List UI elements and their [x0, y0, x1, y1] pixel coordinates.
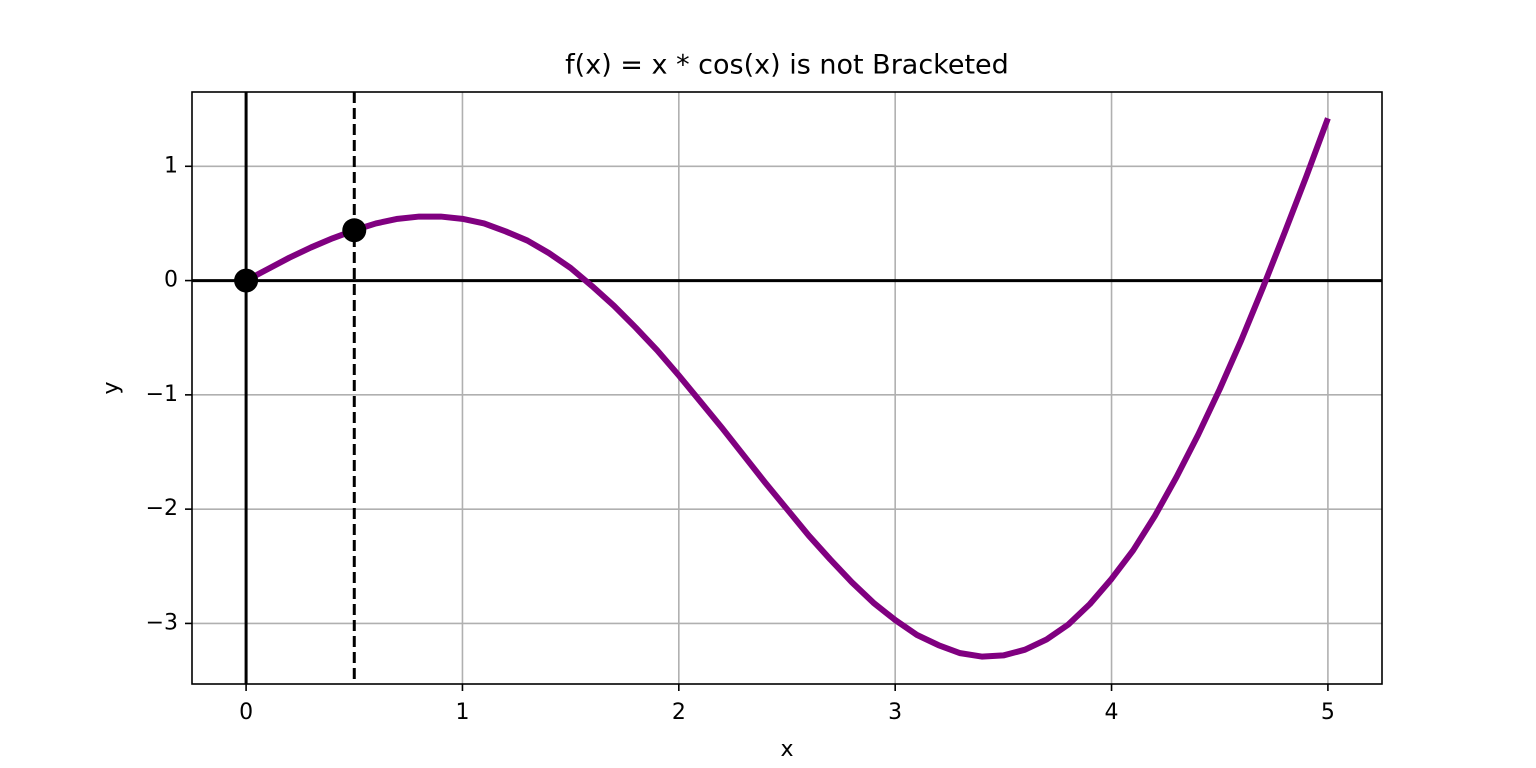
y-tick-label: −3: [146, 610, 178, 635]
data-point: [234, 268, 259, 293]
data-point: [342, 218, 367, 243]
x-tick-label: 4: [1105, 700, 1119, 725]
x-tick-label: 0: [239, 700, 253, 725]
x-tick-label: 2: [672, 700, 686, 725]
x-tick-label: 3: [888, 700, 902, 725]
chart-title: f(x) = x * cos(x) is not Bracketed: [565, 50, 1009, 81]
y-tick-label: −2: [146, 496, 178, 521]
y-tick-label: 1: [164, 153, 178, 178]
x-axis-label: x: [780, 737, 793, 762]
y-axis-label: y: [99, 381, 124, 394]
x-tick-label: 5: [1321, 700, 1335, 725]
plot-frame: [191, 91, 1383, 685]
y-tick-label: 0: [164, 268, 178, 293]
y-tick-label: −1: [146, 382, 178, 407]
data-line: [244, 117, 1331, 660]
x-tick-label: 1: [455, 700, 469, 725]
